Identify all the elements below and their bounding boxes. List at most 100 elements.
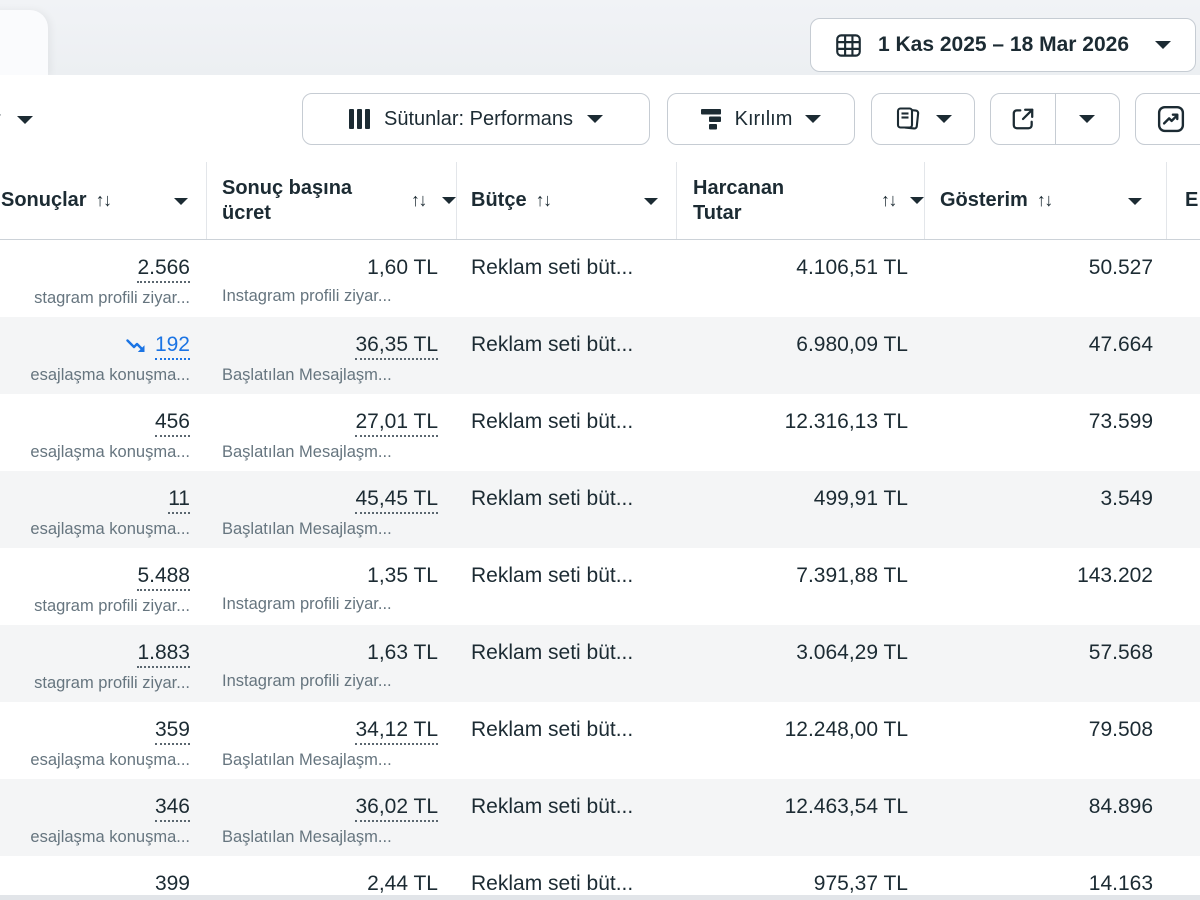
budget-value: Reklam seti büt... — [471, 872, 634, 895]
results-cell: 1.883 stagram profili ziyar... — [0, 625, 207, 702]
column-header-budget[interactable]: Bütçe ↑↓ — [457, 162, 677, 239]
spent-value: 499,91 TL — [813, 487, 908, 510]
impressions-value: 73.599 — [1088, 410, 1153, 433]
table-row: 2.566 stagram profili ziyar... 1,60 TL I… — [0, 240, 1200, 317]
results-cell: 399 — [0, 856, 207, 900]
chevron-down-icon[interactable] — [910, 197, 924, 204]
spent-value: 12.463,54 TL — [784, 795, 908, 818]
budget-cell: Reklam seti büt... — [457, 240, 677, 317]
amount-spent-cell: 12.316,13 TL — [677, 394, 925, 471]
calendar-icon — [835, 32, 862, 59]
budget-cell: Reklam seti büt... — [457, 779, 677, 856]
breakdown-button[interactable]: Kırılım — [667, 93, 855, 145]
sort-icon[interactable]: ↑↓ — [535, 190, 553, 210]
result-value[interactable]: 359 — [154, 717, 190, 745]
cost-per-result-cell: 27,01 TL Başlatılan Mesajlaşm... — [207, 394, 457, 471]
spent-value: 12.316,13 TL — [784, 410, 908, 433]
table-row: 456 esajlaşma konuşma... 27,01 TL Başlat… — [0, 394, 1200, 471]
result-value[interactable]: 2.566 — [137, 255, 190, 283]
sort-icon[interactable]: ↑↓ — [881, 190, 898, 210]
impressions-cell: 14.163 — [925, 856, 1167, 900]
result-type-label: stagram profili ziyar... — [34, 289, 190, 307]
result-value[interactable]: 192 — [154, 332, 190, 360]
date-range-button[interactable]: 1 Kas 2025 – 18 Mar 2026 — [810, 18, 1196, 72]
breakdown-button-label: Kırılım — [734, 107, 793, 130]
budget-value: Reklam seti büt... — [471, 795, 634, 818]
column-header-impressions[interactable]: Gösterim ↑↓ — [925, 162, 1167, 239]
spent-value: 3.064,29 TL — [796, 641, 908, 664]
result-value[interactable]: 1.883 — [137, 640, 190, 668]
budget-cell: Reklam seti büt... — [457, 548, 677, 625]
column-label: Sonuç başına ücret — [222, 176, 353, 224]
reports-button[interactable] — [871, 93, 975, 145]
impressions-value: 84.896 — [1088, 795, 1153, 818]
cpr-value[interactable]: 1,35 TL — [367, 564, 438, 587]
cpr-value[interactable]: 45,45 TL — [355, 486, 438, 514]
cpr-value[interactable]: 36,35 TL — [355, 332, 438, 360]
spent-value: 975,37 TL — [813, 872, 908, 895]
cpr-value[interactable]: 27,01 TL — [355, 409, 438, 437]
amount-spent-cell: 975,37 TL — [677, 856, 925, 900]
cpr-value[interactable]: 36,02 TL — [355, 794, 438, 822]
result-value[interactable]: 5.488 — [137, 563, 190, 591]
extra-cell — [1167, 317, 1200, 394]
sort-icon[interactable]: ↑↓ — [411, 190, 428, 210]
table-row: 346 esajlaşma konuşma... 36,02 TL Başlat… — [0, 779, 1200, 856]
column-header-amount-spent[interactable]: Harcanan Tutar ↑↓ — [677, 162, 925, 239]
chevron-down-icon[interactable] — [442, 197, 456, 204]
table-row: 11 esajlaşma konuşma... 45,45 TL Başlatı… — [0, 471, 1200, 548]
chevron-down-icon[interactable] — [174, 197, 188, 205]
table-body: 2.566 stagram profili ziyar... 1,60 TL I… — [0, 240, 1200, 900]
amount-spent-cell: 3.064,29 TL — [677, 625, 925, 702]
cpr-value[interactable]: 34,12 TL — [355, 717, 438, 745]
spent-value: 7.391,88 TL — [796, 564, 908, 587]
export-options-button[interactable] — [1054, 94, 1120, 144]
columns-button-label: Sütunlar: Performans — [384, 107, 573, 130]
cost-per-result-cell: 36,02 TL Başlatılan Mesajlaşm... — [207, 779, 457, 856]
column-label: Bütçe — [471, 189, 527, 211]
impressions-cell: 47.664 — [925, 317, 1167, 394]
result-value[interactable]: 399 — [154, 872, 190, 895]
trend-down-icon — [126, 338, 148, 354]
result-value[interactable]: 456 — [154, 409, 190, 437]
left-truncated-control[interactable]: r — [0, 108, 33, 131]
table-row: 192 esajlaşma konuşma... 36,35 TL Başlat… — [0, 317, 1200, 394]
result-value[interactable]: 11 — [168, 486, 190, 514]
spent-value: 6.980,09 TL — [796, 333, 908, 356]
reports-icon — [894, 105, 922, 133]
chevron-down-icon — [1155, 41, 1171, 49]
export-button[interactable] — [991, 94, 1055, 144]
sort-icon[interactable]: ↑↓ — [1036, 190, 1054, 210]
cpr-value[interactable]: 1,60 TL — [367, 256, 438, 279]
cpr-type-label: Instagram profili ziyar... — [222, 287, 392, 305]
extra-cell — [1167, 625, 1200, 702]
impressions-value: 79.508 — [1088, 718, 1153, 741]
cpr-type-label: Instagram profili ziyar... — [222, 672, 392, 690]
column-label: Harcanan Tutar — [693, 176, 785, 224]
chevron-down-icon[interactable] — [1128, 197, 1142, 205]
cpr-value[interactable]: 1,63 TL — [367, 641, 438, 664]
results-cell: 359 esajlaşma konuşma... — [0, 702, 207, 779]
budget-value: Reklam seti büt... — [471, 256, 634, 279]
impressions-value: 47.664 — [1088, 333, 1153, 356]
extra-cell — [1167, 240, 1200, 317]
impressions-value: 50.527 — [1088, 256, 1153, 279]
cpr-type-label: Başlatılan Mesajlaşm... — [222, 751, 392, 769]
cpr-value[interactable]: 2,44 TL — [367, 872, 438, 895]
cpr-type-label: Başlatılan Mesajlaşm... — [222, 520, 392, 538]
budget-value: Reklam seti büt... — [471, 564, 634, 587]
charts-button[interactable] — [1135, 93, 1200, 145]
date-range-label: 1 Kas 2025 – 18 Mar 2026 — [878, 33, 1130, 56]
columns-button[interactable]: Sütunlar: Performans — [302, 93, 650, 145]
horizontal-scrollbar[interactable] — [0, 895, 1200, 900]
results-cell: 2.566 stagram profili ziyar... — [0, 240, 207, 317]
result-value[interactable]: 346 — [154, 794, 190, 822]
impressions-cell: 3.549 — [925, 471, 1167, 548]
chevron-down-icon[interactable] — [644, 197, 658, 205]
column-header-reach-truncated[interactable]: E — [1167, 162, 1200, 239]
sort-icon[interactable]: ↑↓ — [95, 190, 113, 210]
impressions-cell: 57.568 — [925, 625, 1167, 702]
column-header-cost-per-result[interactable]: Sonuç başına ücret ↑↓ — [207, 162, 457, 239]
column-header-results[interactable]: Sonuçlar ↑↓ — [0, 162, 207, 239]
